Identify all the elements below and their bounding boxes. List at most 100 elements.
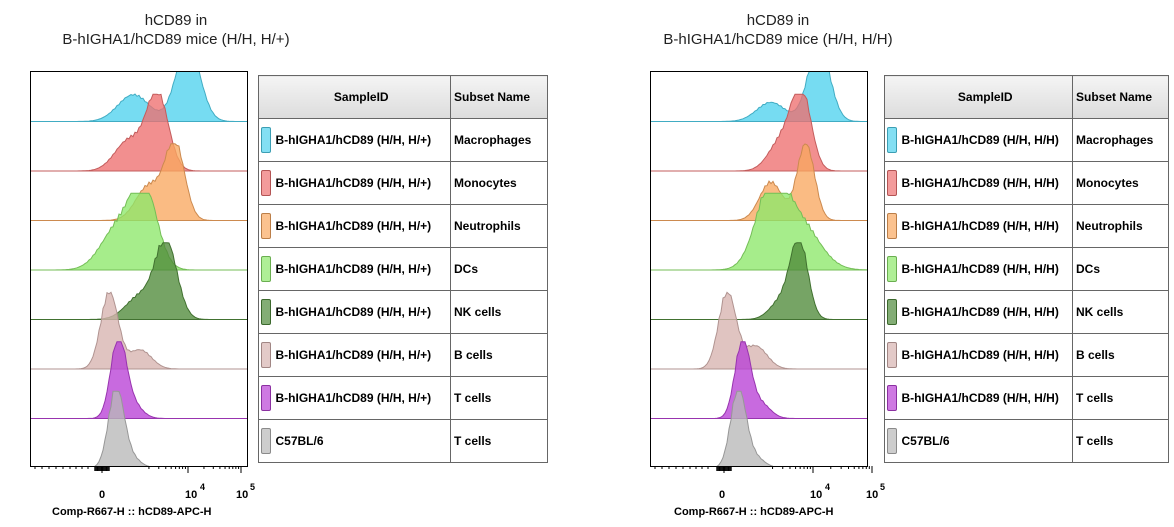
chart-title-line-1: hCD89 in (144, 12, 208, 29)
legend-swatch-cell (884, 247, 899, 291)
legend-row: C57BL/6 T cells (258, 419, 548, 463)
x-axis-label: Comp-R667-H :: hCD89-APC-H (674, 506, 834, 518)
legend-swatch-cell (258, 247, 273, 291)
legend-swatch-cell (258, 333, 273, 377)
x-tick-exponent-1: 4 (825, 482, 831, 492)
legend-row: B-hIGHA1/hCD89 (H/H, H/+) T cells (258, 376, 548, 420)
legend-swatch-cell (258, 376, 273, 420)
legend-subset: T cells (450, 419, 548, 463)
histogram-svg (651, 72, 867, 466)
legend-swatch (260, 127, 271, 153)
legend-swatch (260, 342, 271, 368)
histogram-t-cells (651, 341, 867, 419)
legend-swatch (886, 428, 897, 454)
histogram-t-cells (716, 390, 774, 466)
histogram-plot (30, 71, 248, 467)
legend-subset: Monocytes (450, 161, 548, 205)
legend-subset: NK cells (1072, 290, 1169, 334)
legend-swatch-cell (884, 376, 899, 420)
legend-row: B-hIGHA1/hCD89 (H/H, H/H) Neutrophils (884, 204, 1169, 248)
legend-header-subset: Subset Name (1072, 75, 1169, 119)
x-tick-exponent-2: 5 (250, 482, 256, 492)
legend-header-swatch (258, 75, 273, 119)
histogram-t-cells (31, 341, 247, 419)
legend-sampleid: B-hIGHA1/hCD89 (H/H, H/H) (898, 118, 1073, 162)
legend-sampleid: B-hIGHA1/hCD89 (H/H, H/+) (272, 333, 451, 377)
histogram-panel-left: hCD89 in B-hIGHA1/hCD89 mice (H/H, H/+) … (0, 0, 560, 527)
x-tick-label-2: 10 (236, 489, 249, 501)
legend-subset: NK cells (450, 290, 548, 334)
legend-row: B-hIGHA1/hCD89 (H/H, H/+) Macrophages (258, 118, 548, 162)
x-tick-exponent-1: 4 (200, 482, 206, 492)
legend-header-subset: Subset Name (450, 75, 548, 119)
legend-table: SampleID Subset Name B-hIGHA1/hCD89 (H/H… (258, 75, 548, 463)
legend-swatch (260, 385, 271, 411)
legend-swatch (886, 342, 897, 368)
legend-row: B-hIGHA1/hCD89 (H/H, H/+) DCs (258, 247, 548, 291)
histogram-b-cells (651, 291, 867, 370)
legend-header-sampleid: SampleID (272, 75, 451, 119)
x-axis: 0 10 4 10 5 (650, 466, 890, 526)
legend-subset: B cells (1072, 333, 1169, 377)
legend-swatch (260, 428, 271, 454)
legend-subset: DCs (450, 247, 548, 291)
legend-row: B-hIGHA1/hCD89 (H/H, H/H) DCs (884, 247, 1169, 291)
x-tick-label-0: 0 (99, 489, 106, 501)
x-tick-label-0: 0 (719, 489, 726, 501)
legend-swatch-cell (258, 290, 273, 334)
x-tick-label-1: 10 (185, 489, 198, 501)
x-tick-label-1: 10 (810, 489, 823, 501)
legend-sampleid: B-hIGHA1/hCD89 (H/H, H/+) (272, 376, 451, 420)
chart-title: hCD89 in B-hIGHA1/hCD89 mice (H/H, H/H) (628, 11, 928, 49)
histogram-plot (650, 71, 868, 467)
legend-sampleid: B-hIGHA1/hCD89 (H/H, H/H) (898, 376, 1073, 420)
histogram-neutrophils (651, 143, 867, 221)
legend-sampleid: B-hIGHA1/hCD89 (H/H, H/+) (272, 290, 451, 334)
histogram-macrophages (31, 72, 247, 122)
legend-row: B-hIGHA1/hCD89 (H/H, H/H) Monocytes (884, 161, 1169, 205)
legend-sampleid: B-hIGHA1/hCD89 (H/H, H/H) (898, 333, 1073, 377)
legend-swatch-cell (258, 161, 273, 205)
legend-subset: Monocytes (1072, 161, 1169, 205)
legend-swatch (260, 170, 271, 196)
chart-title-line-2: B-hIGHA1/hCD89 mice (H/H, H/H) (663, 31, 893, 48)
legend-sampleid: B-hIGHA1/hCD89 (H/H, H/+) (272, 247, 451, 291)
legend-subset: B cells (450, 333, 548, 377)
x-axis-ticks (654, 466, 873, 473)
legend-sampleid: B-hIGHA1/hCD89 (H/H, H/+) (272, 118, 451, 162)
legend-subset: Neutrophils (1072, 204, 1169, 248)
legend-swatch-cell (884, 333, 899, 377)
legend-sampleid: B-hIGHA1/hCD89 (H/H, H/+) (272, 161, 451, 205)
histogram-svg (31, 72, 247, 466)
legend-swatch (260, 299, 271, 325)
legend-swatch-cell (884, 290, 899, 334)
legend-swatch (886, 385, 897, 411)
chart-title-line-1: hCD89 in (746, 12, 810, 29)
histogram-dcs (651, 192, 867, 271)
legend-row: B-hIGHA1/hCD89 (H/H, H/+) Monocytes (258, 161, 548, 205)
x-axis-ticks (34, 466, 242, 473)
legend-row: C57BL/6 T cells (884, 419, 1169, 463)
legend-swatch-cell (884, 118, 899, 162)
histogram-dcs (31, 192, 247, 271)
legend-subset: DCs (1072, 247, 1169, 291)
legend-swatch (886, 170, 897, 196)
legend-subset: Macrophages (1072, 118, 1169, 162)
legend-swatch (886, 299, 897, 325)
legend-sampleid: B-hIGHA1/hCD89 (H/H, H/H) (898, 161, 1073, 205)
legend-sampleid: B-hIGHA1/hCD89 (H/H, H/H) (898, 204, 1073, 248)
legend-row: B-hIGHA1/hCD89 (H/H, H/+) NK cells (258, 290, 548, 334)
legend-row: B-hIGHA1/hCD89 (H/H, H/H) NK cells (884, 290, 1169, 334)
legend-row: B-hIGHA1/hCD89 (H/H, H/H) Macrophages (884, 118, 1169, 162)
legend-swatch-cell (884, 161, 899, 205)
legend-header-swatch (884, 75, 899, 119)
legend-swatch-cell (884, 204, 899, 248)
legend-swatch-cell (884, 419, 899, 463)
chart-title: hCD89 in B-hIGHA1/hCD89 mice (H/H, H/+) (26, 11, 326, 49)
histogram-monocytes (31, 93, 247, 172)
x-tick-label-2: 10 (866, 489, 879, 501)
legend-subset: T cells (450, 376, 548, 420)
x-axis-label: Comp-R667-H :: hCD89-APC-H (52, 506, 212, 518)
histogram-t-cells (94, 390, 150, 466)
x-axis: 0 10 4 10 5 (30, 466, 270, 526)
